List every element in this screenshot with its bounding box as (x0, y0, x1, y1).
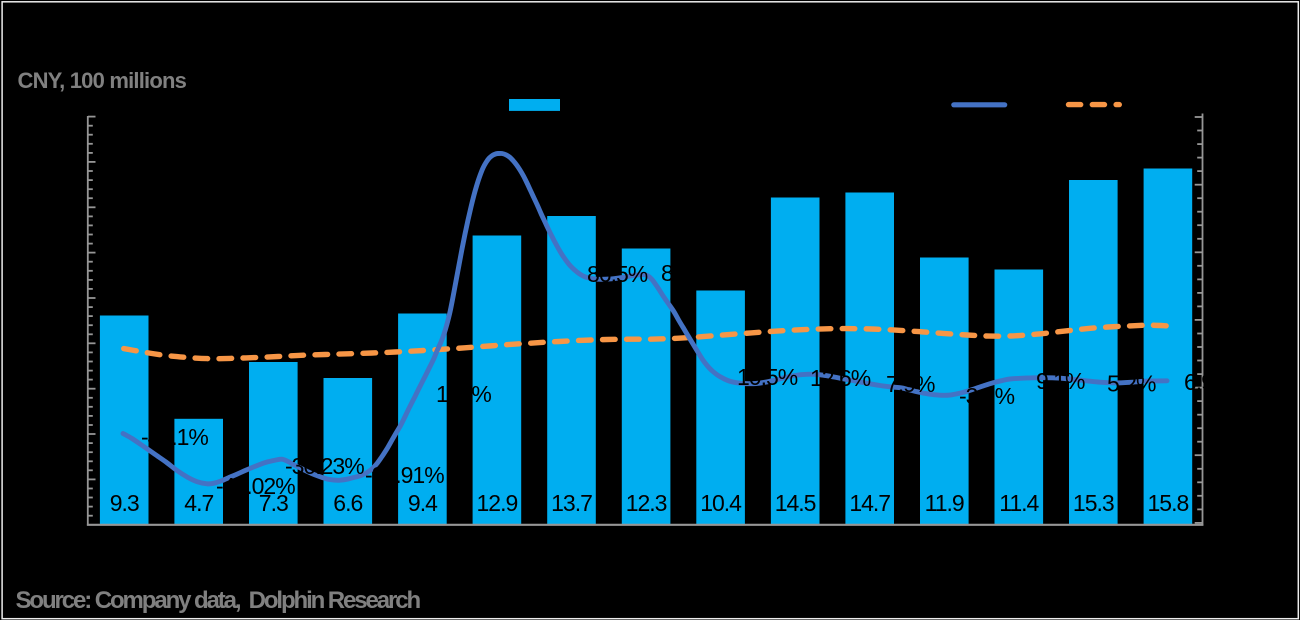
svg-text:4.7: 4.7 (184, 490, 213, 516)
svg-text:-49.1%: -49.1% (141, 424, 208, 450)
svg-text:9.4: 9.4 (408, 490, 438, 516)
svg-text:9.1%: 9.1% (1036, 368, 1085, 394)
svg-text:CNY, 100 millions: CNY, 100 millions (18, 68, 187, 93)
svg-text:-21.91%: -21.91% (365, 462, 444, 488)
svg-text:11.4: 11.4 (999, 490, 1039, 516)
svg-text:10.5%: 10.5% (737, 364, 798, 390)
svg-text:6.9%: 6.9% (1184, 369, 1233, 395)
svg-text:12.6%: 12.6% (810, 365, 871, 391)
svg-text:5.2%: 5.2% (1107, 371, 1156, 397)
svg-text:15.3: 15.3 (1073, 490, 1114, 516)
svg-text:12.9: 12.9 (477, 490, 518, 516)
svg-text:-46.02%: -46.02% (216, 473, 295, 499)
svg-text:14.5: 14.5 (775, 490, 816, 516)
svg-text:6.6: 6.6 (333, 490, 362, 516)
svg-text:7.9%: 7.9% (886, 371, 935, 397)
svg-text:10.4: 10.4 (700, 490, 742, 516)
svg-text:82.3%: 82.3% (661, 260, 722, 286)
svg-text:86.5%: 86.5% (587, 261, 648, 287)
svg-text:15.8: 15.8 (1148, 490, 1189, 516)
svg-text:9.3: 9.3 (110, 490, 139, 516)
svg-text:12.3: 12.3 (626, 490, 667, 516)
svg-text:13.7: 13.7 (551, 490, 592, 516)
svg-text:11.9: 11.9 (925, 490, 964, 516)
svg-text:7.3: 7.3 (259, 490, 288, 516)
svg-text:-30.23%: -30.23% (285, 453, 364, 479)
svg-text:14.7: 14.7 (849, 490, 890, 516)
svg-text:134%: 134% (436, 381, 491, 407)
svg-text:-3.2%: -3.2% (959, 383, 1015, 409)
svg-text:Source: Company data, Dolphin: Source: Company data, Dolphin Research (16, 587, 421, 614)
